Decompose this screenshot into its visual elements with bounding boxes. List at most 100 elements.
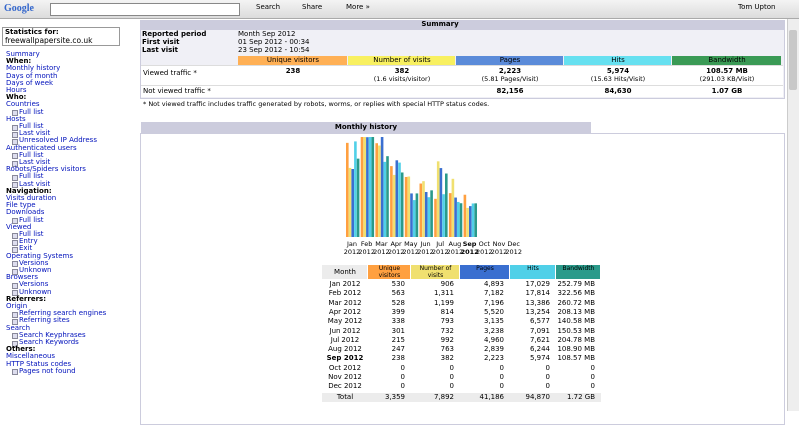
bar (436, 161, 440, 237)
table-cell: 906 (440, 280, 454, 288)
table-cell: 0 (590, 363, 595, 372)
menu-link[interactable]: Hours (6, 86, 27, 94)
bar (378, 145, 381, 237)
menu-sublink[interactable]: Last visit (19, 179, 51, 188)
menu-sublink[interactable]: Pages not found (19, 366, 76, 375)
summary-header-cell (456, 56, 563, 65)
bar (404, 176, 408, 237)
table-cell: 322.56 MB (557, 289, 595, 298)
menu-sublink[interactable]: Versions (19, 258, 49, 267)
menu-link[interactable]: Operating Systems (6, 251, 73, 260)
user-name[interactable]: Tom Upton (738, 3, 776, 11)
info-value: Month Sep 2012 (238, 30, 296, 38)
share-button[interactable]: Share (302, 3, 323, 11)
menu-link[interactable]: Visits duration (6, 194, 57, 202)
info-label: Last visit (142, 46, 179, 54)
table-month: Jun 2012 (329, 326, 361, 335)
month-axis-label: Jan 2012 (343, 240, 361, 256)
menu-link[interactable]: HTTP Status codes (6, 359, 72, 368)
table-cell: 399 (391, 307, 405, 316)
menu-link[interactable]: Days of month (6, 71, 58, 80)
menu-link[interactable]: Miscellaneous (6, 352, 56, 361)
menu-link[interactable]: Hosts (6, 114, 26, 123)
menu-link[interactable]: Days of week (6, 78, 54, 87)
menu-link[interactable]: Origin (6, 302, 28, 310)
site-name: freewallpapersite.co.uk (5, 36, 93, 45)
scrollbar[interactable] (787, 19, 799, 411)
sub-icon (12, 340, 18, 347)
section-title: Monthly history (334, 123, 398, 131)
menu-link[interactable]: Countries (6, 100, 40, 109)
google-logo[interactable]: Google (4, 3, 34, 14)
table-cell: 992 (440, 335, 454, 344)
bar (400, 172, 404, 237)
menu-sublink[interactable]: Full list (19, 230, 44, 238)
monthly-title-bar (141, 122, 591, 133)
sub-icon (12, 124, 18, 131)
table-month: Mar 2012 (328, 298, 362, 307)
section-title: Summary (421, 20, 459, 28)
scroll-thumb[interactable] (789, 30, 797, 90)
menu-link[interactable]: File type (6, 201, 36, 210)
table-cell: 530 (391, 280, 405, 288)
table-cell: 108.90 MB (557, 345, 595, 354)
menu-sublink[interactable]: Versions (19, 280, 49, 289)
menu-link[interactable]: Robots/Spiders visitors (6, 165, 86, 174)
table-cell: 0 (449, 373, 454, 381)
sub-icon (12, 232, 18, 239)
menu-link[interactable]: Monthly history (6, 64, 61, 73)
month-axis-label: Oct 2012 (476, 240, 493, 256)
cell-value: 2,223 (498, 67, 522, 75)
menu-sublink[interactable]: Full list (19, 107, 44, 116)
menu-sublink[interactable]: Full list (19, 172, 44, 181)
table-cell: 13,254 (525, 307, 551, 316)
search-button[interactable]: Search (256, 3, 281, 11)
month-axis-label: Nov 2012 (490, 240, 508, 256)
month-axis-label: Jun 2012 (417, 240, 434, 256)
table-month: Oct 2012 (328, 363, 362, 372)
table-month: Feb 2012 (328, 289, 362, 298)
row-label: Not viewed traffic * (143, 87, 211, 95)
bar (363, 137, 366, 237)
sub-icon (12, 282, 18, 289)
info-value: 01 Sep 2012 - 00:34 (238, 38, 310, 46)
menu-sublink[interactable]: Referring sites (19, 316, 70, 325)
bar (427, 197, 431, 237)
cell-detail: (291.03 KB/Visit) (699, 75, 755, 83)
row-line (141, 85, 783, 86)
menu-sublink[interactable]: Search Keywords (19, 338, 79, 346)
menu-link[interactable]: Downloads (6, 208, 45, 217)
bar (439, 168, 443, 237)
table-header: Hits (527, 265, 539, 272)
table-header-cell (556, 265, 600, 279)
table-cell: 140.58 MB (557, 317, 595, 326)
menu-link[interactable]: Authenticated users (6, 143, 77, 152)
table-header-cell (510, 265, 555, 279)
menu-link[interactable]: Search (6, 323, 31, 332)
menu-link[interactable]: Summary (6, 50, 40, 58)
menu-sublink[interactable]: Unresolved IP Address (19, 136, 97, 145)
info-label: First visit (142, 38, 180, 46)
summary-header: Hits (611, 56, 625, 64)
menu-sublink[interactable]: Last visit (19, 158, 51, 166)
menu-link[interactable]: Browsers (6, 273, 39, 282)
bar (442, 194, 445, 237)
menu-sublink[interactable]: Full list (19, 122, 44, 130)
menu-sublink[interactable]: Entry (19, 237, 38, 246)
menu-sublink[interactable]: Referring search engines (19, 309, 107, 318)
table-cell: 6,577 (529, 317, 550, 326)
menu-sublink[interactable]: Unknown (19, 266, 52, 274)
summary-title-bar (141, 20, 784, 30)
menu-sublink[interactable]: Full list (19, 150, 44, 159)
menu-link[interactable]: Viewed (6, 222, 32, 231)
menu-sublink[interactable]: Last visit (19, 129, 51, 138)
menu-sublink[interactable]: Exit (19, 244, 33, 253)
table-cell: 3,238 (483, 326, 504, 335)
menu-sublink[interactable]: Search Keyphrases (19, 330, 86, 339)
search-input[interactable] (50, 3, 240, 16)
table-header: Unique visitors (378, 265, 401, 279)
menu-sublink[interactable]: Full list (19, 215, 44, 224)
table-month: Jul 2012 (330, 335, 360, 344)
menu-sublink[interactable]: Unknown (19, 287, 52, 296)
more-button[interactable]: More » (346, 3, 370, 11)
